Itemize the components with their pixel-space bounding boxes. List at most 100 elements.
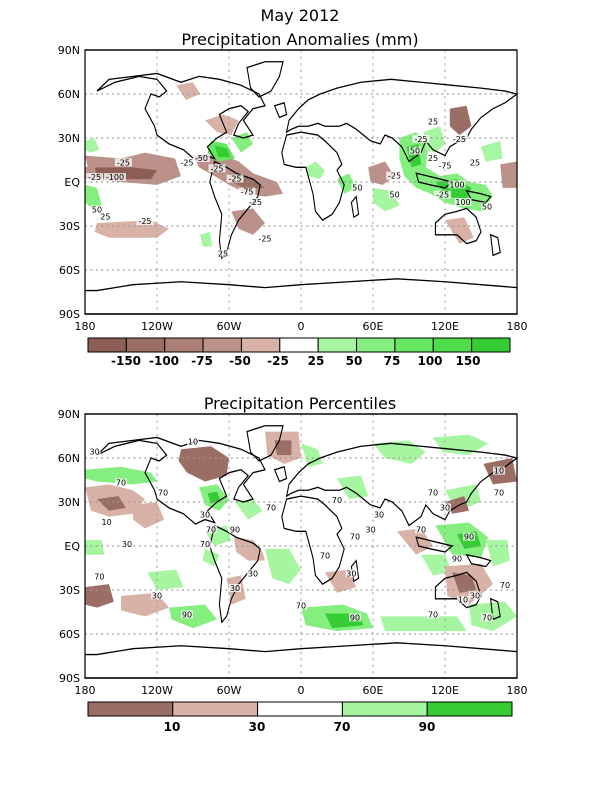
colorbar-label: 70 [334,720,351,734]
contour-label-bg [100,518,113,527]
lon-tick-label: 180 [75,320,96,333]
neg-anomaly-region [500,161,517,188]
contour-label: 70 [206,525,216,534]
contour-label: -25 [210,164,223,173]
contour-label-bg [319,551,331,560]
colorbar-label: 100 [417,354,442,368]
contour-label: -50 [195,154,208,163]
contour-label: 30 [374,511,384,520]
high-percentile-region [433,434,489,456]
colorbar-label: 10 [164,720,181,734]
contour-label: -25 [258,235,271,244]
contour-label: 50 [92,205,102,214]
lat-tick-label: 30N [58,132,80,145]
contour-label: -75 [438,161,451,170]
low-percentile-region [452,572,477,593]
no-data-mask [85,634,517,679]
contour-label: 70 [200,540,210,549]
colorbar-label: 25 [308,354,325,368]
contour-label-bg [493,488,505,497]
colorbar-swatch [356,337,396,353]
colorbar-swatch [432,337,473,353]
contour-label-bg [351,183,364,192]
contour-label-bg [256,234,274,243]
high-percentile-region [202,548,220,567]
lon-tick-label: 0 [298,684,305,697]
contour-label-bg [265,503,277,512]
contour-label-bg [412,134,430,143]
contour-label-bg [499,581,511,590]
contour-label: 70 [494,489,504,498]
colorbar-swatch [341,701,428,717]
colorbar-swatch [394,337,434,353]
neg-anomaly-region [445,217,474,244]
contour-label: -25 [117,158,130,167]
lat-tick-label: 30S [59,220,80,233]
contour-label-bg [88,447,101,456]
bottom-colorbar [87,701,513,717]
lat-tick-label: 30N [58,496,80,509]
colorbar-swatch [471,337,511,353]
contour-label-bg [151,591,163,600]
lon-tick-label: 60E [363,684,384,697]
contour-label-bg [345,569,358,578]
top-map-frame [84,49,518,315]
contour-label: 100 [449,180,464,189]
high-percentile-region [337,475,369,500]
contour-label: 10 [188,437,198,446]
contour-label: 100 [455,198,470,207]
lat-tick-label: EQ [64,176,80,189]
contour-label: 50 [352,183,362,192]
high-percentile-region [207,491,221,504]
low-percentile-region [178,446,229,482]
colorbar-label: -50 [229,354,251,368]
lat-tick-label: 90N [58,408,80,421]
top-map [84,49,518,315]
high-percentile-region [265,548,301,585]
contour-label-bg [349,613,361,622]
contour-label: 30 [200,511,210,520]
contour-label-bg [463,532,475,541]
lon-tick-label: 60E [363,320,384,333]
contour-label: 30 [440,503,450,512]
contour-label-bg [469,591,481,600]
contour-label: 30 [230,584,240,593]
colorbar-label: -25 [267,354,289,368]
top-colorbar-labels: -150 -100 -75 -50 -25 25 50 75 100 150 [111,354,481,368]
colorbar-label: -150 [111,354,141,368]
contour-label: 70 [500,581,510,590]
colorbar-swatch [279,337,319,353]
contour-label-bg [451,554,463,563]
contour-label-bg [238,187,256,196]
contour-label: 25 [100,213,110,222]
contour-label: 70 [296,602,306,611]
contour-label-bg [481,613,493,622]
contour-label-bg [349,532,361,541]
contour-label-bg [114,158,132,167]
high-percentile-region [85,466,157,485]
contour-label-bg [295,601,307,610]
contour-label-bg [226,174,244,183]
contour-label-bg [427,154,439,163]
lat-tick-label: 60S [59,628,80,641]
colorbar-label: 50 [346,354,363,368]
pos-anomaly-region [305,161,325,180]
contour-label-bg [386,171,404,180]
contour-label: 70 [320,552,330,561]
contour-label: 30 [346,569,356,578]
contour-label-bg [199,540,211,549]
contour-label-bg [439,503,451,512]
top-colorbar [87,337,511,353]
colorbar-swatch [87,337,127,353]
contour-label: -100 [106,173,124,182]
lat-tick-label: 90S [59,672,80,685]
colorbar-swatch [257,701,343,717]
contour-label-bg [208,164,226,173]
contour-label: 70 [482,613,492,622]
contour-label: 50 [482,202,492,211]
pos-anomaly-region [85,184,102,209]
contour-label-bg [450,134,468,143]
colorbar-label: 75 [384,354,401,368]
bottom-map-lon-axis: 180 120W 60W 0 60E 120E 180 [75,684,528,697]
contour-label: -25 [436,191,449,200]
